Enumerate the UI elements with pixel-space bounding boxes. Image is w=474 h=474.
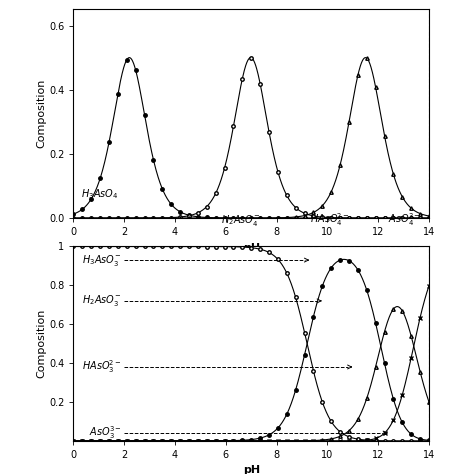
Text: AsO$_3^{3-}$: AsO$_3^{3-}$ [89, 425, 122, 441]
Text: AsO$_4^{3-}$: AsO$_4^{3-}$ [388, 212, 420, 228]
Text: HAsO$_4^{2-}$: HAsO$_4^{2-}$ [310, 212, 349, 228]
Text: H$_3$AsO$_4$: H$_3$AsO$_4$ [81, 187, 118, 201]
X-axis label: pH: pH [243, 243, 260, 253]
Y-axis label: Composition: Composition [36, 309, 46, 378]
Text: H$_2$AsO$_3^-$: H$_2$AsO$_3^-$ [82, 293, 122, 309]
Text: HAsO$_3^{2-}$: HAsO$_3^{2-}$ [82, 358, 122, 375]
Text: H$_2$AsO$_4^-$: H$_2$AsO$_4^-$ [220, 213, 261, 228]
Text: H$_3$AsO$_3^-$: H$_3$AsO$_3^-$ [82, 253, 122, 268]
Y-axis label: Composition: Composition [36, 79, 46, 148]
X-axis label: pH: pH [243, 465, 260, 474]
